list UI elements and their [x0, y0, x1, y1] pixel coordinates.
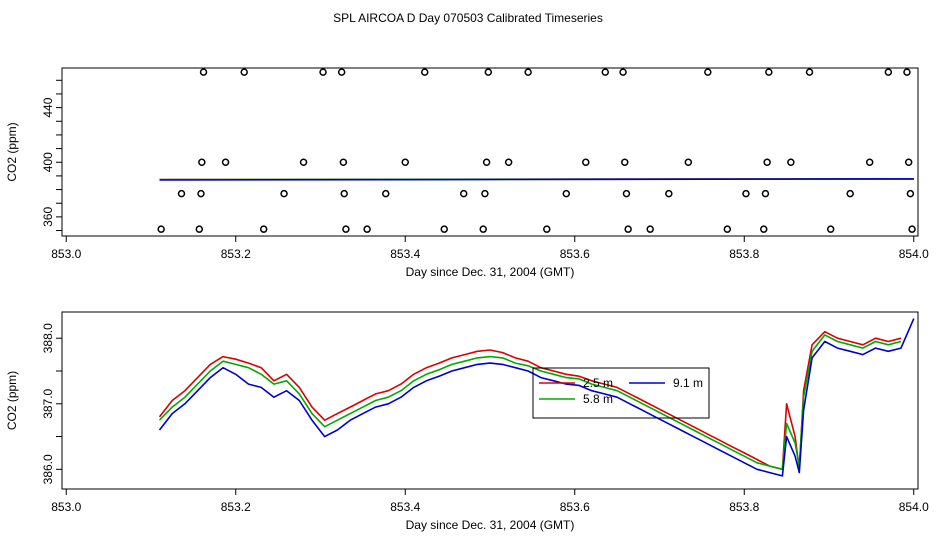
calibration-point	[221, 158, 230, 166]
x-tick-label: 853.2	[221, 500, 251, 514]
series-line	[158, 330, 902, 471]
calibration-point	[805, 68, 814, 76]
calibration-point	[524, 68, 532, 76]
legend-label: 5.8 m	[583, 392, 613, 406]
x-axis-label: Day since Dec. 31, 2004 (GMT)	[406, 265, 575, 279]
series-line	[159, 178, 914, 181]
calibration-point	[259, 225, 268, 233]
calibration-point	[723, 225, 732, 233]
y-tick-label: 360	[41, 207, 55, 227]
calibration-point	[761, 189, 770, 198]
calibration-point	[319, 68, 327, 76]
y-tick-label: 440	[41, 97, 55, 117]
calibration-point	[481, 189, 489, 198]
calibration-point	[420, 68, 429, 76]
calibration-point	[382, 189, 390, 198]
legend-label: 2.5 m	[583, 376, 613, 390]
bottom-panel: 853.0 853.2 853.4 853.6 853.8 854.0 386.0 387.0…	[5, 311, 929, 532]
calibration-point	[665, 189, 673, 198]
x-tick-label: 853.0	[51, 247, 81, 261]
calibration-point	[195, 225, 204, 233]
x-axis-label: Day since Dec. 31, 2004 (GMT)	[406, 518, 575, 532]
calibration-point	[199, 68, 208, 76]
calibration-point	[624, 225, 632, 233]
y-tick-label: 386.0	[41, 454, 55, 484]
calibration-point	[884, 68, 893, 76]
calibration-point	[763, 158, 771, 166]
calibration-point	[339, 158, 348, 166]
x-tick-label: 853.4	[390, 247, 420, 261]
calibration-point	[479, 225, 487, 233]
series-line	[158, 334, 902, 471]
plot-frame	[61, 67, 919, 237]
calibration-point	[742, 189, 750, 198]
calibration-point	[684, 158, 693, 166]
x-tick-label: 853.0	[51, 500, 81, 514]
figure-title: SPL AIRCOA D Day 070503 Calibrated Times…	[333, 11, 603, 25]
calibration-point	[787, 158, 795, 166]
calibration-point	[601, 68, 610, 76]
calibration-point	[484, 68, 493, 76]
calibration-point	[340, 189, 348, 198]
calibration-point	[622, 189, 631, 198]
calibration-point	[908, 225, 916, 233]
calibration-point	[342, 225, 350, 233]
calibration-point	[504, 158, 513, 166]
x-tick-label: 854.0	[899, 247, 929, 261]
x-tick-label: 853.6	[560, 247, 590, 261]
calibration-point	[846, 189, 854, 198]
x-tick-label: 853.4	[390, 500, 420, 514]
y-tick-label: 388.0	[41, 323, 55, 353]
calibration-point	[826, 225, 835, 233]
calibration-point	[157, 225, 165, 233]
calibration-point	[904, 158, 913, 166]
calibration-point	[337, 68, 346, 76]
calibration-point	[363, 225, 371, 233]
plot-frame	[61, 311, 919, 490]
y-tick-label: 400	[41, 152, 55, 172]
calibration-point	[440, 225, 448, 233]
calibration-point	[865, 158, 874, 166]
legend-label: 9.1 m	[673, 376, 703, 390]
calibration-point	[299, 158, 308, 166]
x-tick-label: 853.2	[221, 247, 251, 261]
top-panel: 853.0 853.2 853.4 853.6 853.8 854.0 360 400 440 D…	[5, 67, 929, 279]
legend-box	[532, 367, 710, 419]
calibration-point	[903, 68, 911, 76]
calibration-point	[562, 189, 571, 198]
calibration-point	[906, 189, 915, 198]
x-tick-label: 853.6	[560, 500, 590, 514]
calibration-point	[197, 189, 205, 198]
calibration-point	[459, 189, 468, 198]
y-axis-label: CO2 (ppm)	[5, 122, 19, 181]
series-line	[158, 318, 915, 477]
y-axis-label: CO2 (ppm)	[5, 371, 19, 430]
calibration-point	[760, 225, 768, 233]
calibration-point	[401, 158, 409, 166]
calibration-point	[704, 68, 712, 76]
calibration-point	[765, 68, 773, 76]
calibration-point	[482, 158, 491, 166]
calibration-point	[646, 225, 654, 233]
x-tick-label: 853.8	[729, 500, 759, 514]
calibration-point	[619, 68, 627, 76]
calibration-point	[582, 158, 590, 166]
y-tick-label: 387.0	[41, 388, 55, 418]
calibration-point	[177, 189, 186, 198]
x-tick-label: 854.0	[899, 500, 929, 514]
calibration-point	[240, 68, 248, 76]
calibration-point	[198, 158, 206, 166]
calibration-point	[621, 158, 629, 166]
calibration-point	[280, 189, 288, 198]
x-tick-label: 853.8	[729, 247, 759, 261]
calibration-point	[543, 225, 551, 233]
